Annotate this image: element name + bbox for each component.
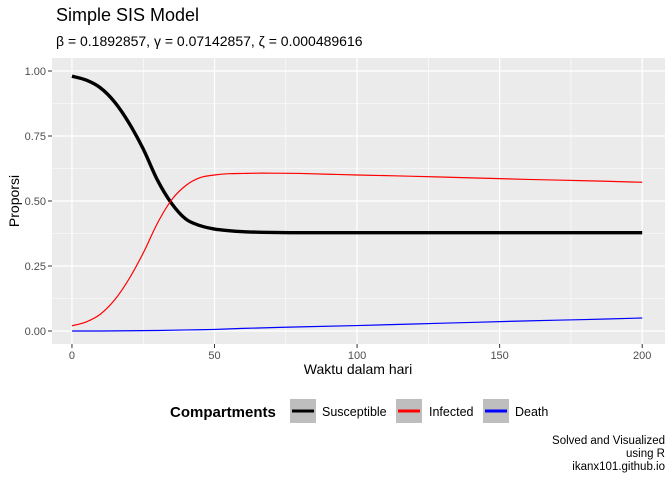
x-tick-label: 50 xyxy=(208,350,220,362)
y-axis-label: Proporsi xyxy=(6,175,22,227)
x-tick-label: 150 xyxy=(490,350,508,362)
y-tick-label: 1.00 xyxy=(25,66,46,78)
grid-layer xyxy=(52,58,665,344)
legend-label-susceptible: Susceptible xyxy=(322,405,387,419)
x-tick-label: 0 xyxy=(69,350,75,362)
y-tick-label: 0.25 xyxy=(25,261,46,273)
tick-layer: 0 50 100 150 200 0.00 0.25 0.50 0.75 1.00 xyxy=(25,66,652,362)
chart-subtitle: β = 0.1892857, γ = 0.07142857, ζ = 0.000… xyxy=(56,33,363,49)
y-tick-label: 0.00 xyxy=(25,326,46,338)
legend-label-infected: Infected xyxy=(429,405,474,419)
caption-line-1: Solved and Visualized xyxy=(552,435,665,447)
x-tick-label: 100 xyxy=(348,350,366,362)
x-tick-label: 200 xyxy=(633,350,651,362)
caption: Solved and Visualized using R ikanx101.g… xyxy=(552,435,665,473)
caption-line-3: ikanx101.github.io xyxy=(572,461,665,473)
series-line-death xyxy=(71,317,643,332)
series-layer xyxy=(71,74,643,332)
legend-title: Compartments xyxy=(170,404,276,421)
y-tick-label: 0.50 xyxy=(25,196,46,208)
y-tick-label: 0.75 xyxy=(25,131,46,143)
x-axis-label: Waktu dalam hari xyxy=(304,361,412,377)
series-line-infected xyxy=(71,172,643,327)
legend: Compartments Susceptible Infected Death xyxy=(170,399,548,423)
series-line-susceptible xyxy=(71,74,643,235)
chart-title: Simple SIS Model xyxy=(56,5,199,25)
caption-line-2: using R xyxy=(626,448,665,460)
legend-label-death: Death xyxy=(515,405,548,419)
